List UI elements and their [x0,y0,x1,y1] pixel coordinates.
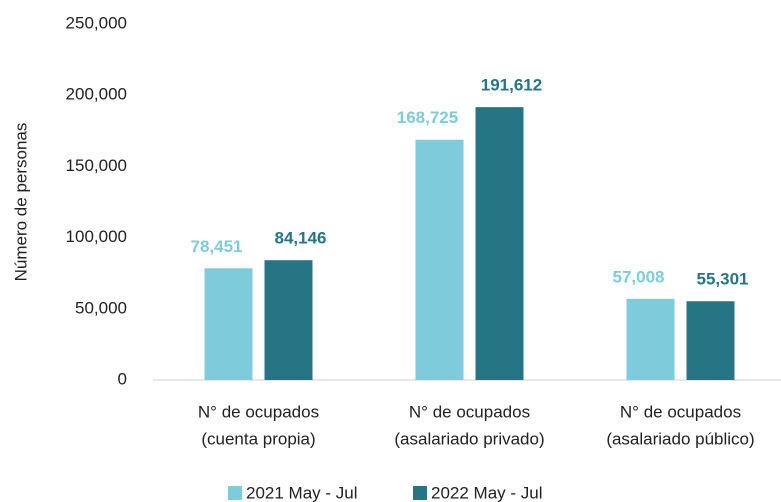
y-tick-label: 200,000 [66,85,127,104]
x-tick-label: (asalariado privado) [394,429,544,448]
legend-label: 2022 May - Jul [431,483,543,502]
y-tick-label: 100,000 [66,227,127,246]
bar [475,107,524,381]
x-tick-label: N° de ocupados [198,402,319,421]
x-tick-label: N° de ocupados [409,402,530,421]
bar [264,260,313,380]
x-tick-label: (cuenta propia) [201,429,315,448]
legend-label: 2021 May - Jul [246,483,358,502]
bar [204,268,253,380]
value-label: 84,146 [275,229,327,248]
x-tick-label: (asalariado público) [606,429,754,448]
bar [415,139,464,380]
value-label: 191,612 [481,76,542,95]
y-tick-label: 0 [118,369,127,388]
value-label: 57,008 [613,267,665,286]
value-label: 55,301 [697,270,749,289]
legend-swatch [228,486,242,500]
bar [626,298,675,380]
y-tick-label: 150,000 [66,156,127,175]
y-tick-label: 250,000 [66,13,127,32]
value-label: 168,725 [397,108,458,127]
y-axis-label: Número de personas [11,123,30,282]
y-tick-label: 50,000 [75,298,127,317]
x-tick-label: N° de ocupados [620,402,741,421]
value-label: 78,451 [191,237,243,256]
legend-swatch [413,486,427,500]
bar [686,301,735,380]
